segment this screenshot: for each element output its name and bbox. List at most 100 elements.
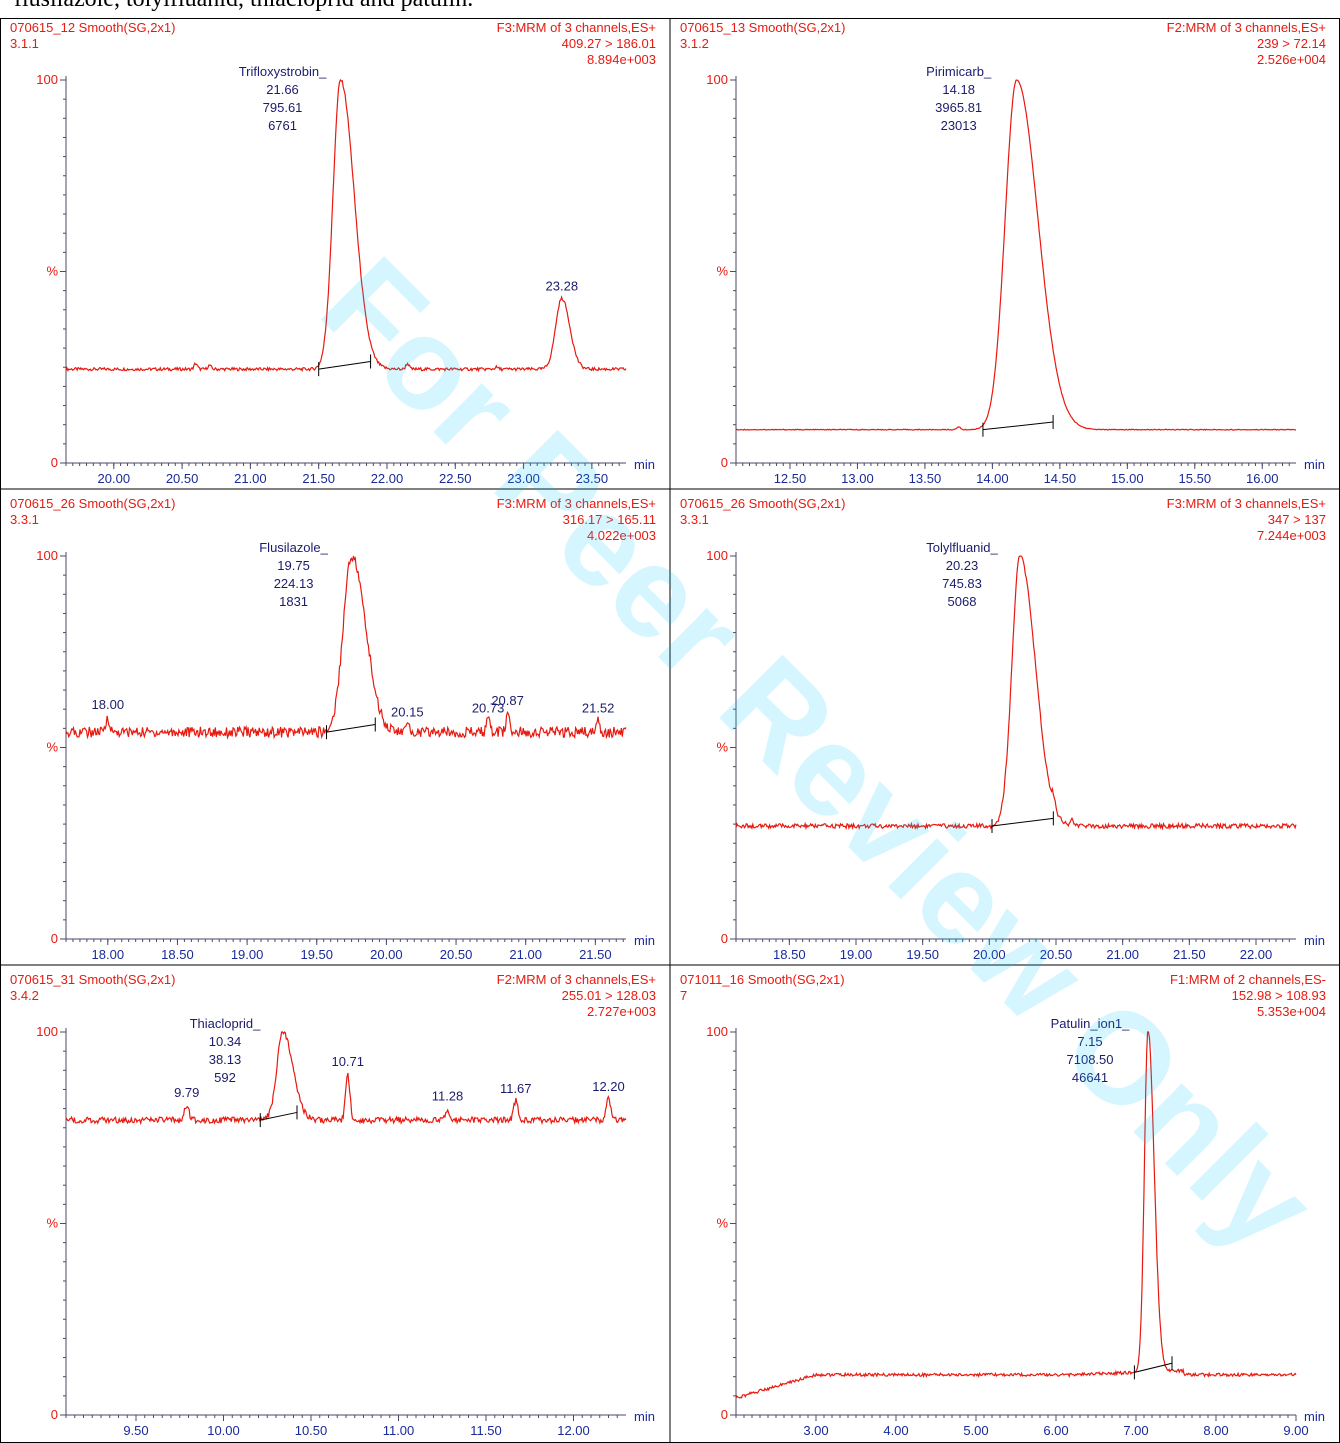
x-unit-label: min [634,1409,655,1424]
channel-id-label: 3.3.1 [680,512,709,527]
chromatogram-figure: 070615_12 Smooth(SG,2x1) 3.1.1 F3:MRM of 3… [0,18,1340,1443]
x-tick-label: 16.00 [1246,471,1279,486]
intensity-label: 8.894e+003 [587,52,656,67]
integration-line [318,361,371,370]
x-unit-label: min [1304,457,1325,472]
peak-label: 21.66 [266,82,299,97]
chromatogram-grid: 070615_12 Smooth(SG,2x1)3.1.1 F3:MRM of 3… [0,18,1340,1443]
x-tick-label: 13.00 [841,471,874,486]
x-tick-label: 19.00 [840,947,873,962]
signal-trace [65,78,627,373]
chromatogram-panel: 070615_13 Smooth(SG,2x1)3.1.2 F2:MRM of 3… [680,20,1326,486]
x-tick-label: 19.00 [231,947,264,962]
peak-rt-label: 12.20 [592,1079,625,1094]
y-tick-label: 100 [706,548,728,563]
peak-label: Pirimicarb_ [926,64,992,79]
peak-rt-label: 21.52 [582,701,615,716]
peak-label: 3965.81 [935,100,982,115]
x-tick-label: 18.50 [161,947,194,962]
x-tick-label: 10.50 [295,1423,328,1438]
y-tick-label: % [46,264,58,279]
peak-label: Flusilazole_ [259,540,328,555]
peak-rt-label: 20.15 [391,705,424,720]
y-tick-label: 100 [706,1024,728,1039]
channel-id-label: 3.1.1 [10,36,39,51]
peak-label: 19.75 [277,558,310,573]
x-tick-label: 3.00 [803,1423,828,1438]
peak-rt-label: 10.71 [331,1054,364,1069]
x-tick-label: 20.50 [166,471,199,486]
peak-label: Thiacloprid_ [190,1016,262,1031]
figure-caption: flusilazole, tolylfluanid, thiacloprid a… [14,0,473,13]
x-unit-label: min [1304,933,1325,948]
peak-label: 20.23 [946,558,979,573]
integration-line [982,421,1054,431]
peak-label: Tolylfluanid_ [926,540,998,555]
y-tick-label: 0 [721,931,728,946]
y-tick-label: 100 [36,72,58,87]
peak-label: 14.18 [942,82,975,97]
channel-id-label: 7 [680,988,687,1003]
y-tick-label: % [46,740,58,755]
x-tick-label: 22.50 [439,471,472,486]
signal-trace [65,1031,627,1126]
integration-line [991,817,1054,827]
x-tick-label: 21.50 [579,947,612,962]
function-label: F3:MRM of 3 channels,ES+ [497,20,656,35]
signal-trace [735,1031,1297,1399]
signal-trace [65,555,627,740]
transition-label: 347 > 137 [1268,512,1326,527]
x-tick-label: 5.00 [963,1423,988,1438]
intensity-label: 5.353e+004 [1257,1004,1326,1019]
transition-label: 152.98 > 108.93 [1232,988,1326,1003]
transition-label: 409.27 > 186.01 [562,36,656,51]
x-tick-label: 13.50 [909,471,942,486]
y-tick-label: 100 [36,548,58,563]
y-tick-label: % [716,1216,728,1231]
peak-label: 592 [214,1070,236,1085]
x-tick-label: 23.00 [507,471,540,486]
transition-label: 255.01 > 128.03 [562,988,656,1003]
chromatogram-panel: 070615_31 Smooth(SG,2x1)3.4.2 F2:MRM of 3… [10,972,656,1438]
x-tick-label: 12.00 [557,1423,590,1438]
peak-rt-label: 23.28 [546,278,579,293]
y-tick-label: 0 [721,455,728,470]
y-tick-label: 0 [51,1407,58,1422]
y-tick-label: % [46,1216,58,1231]
x-tick-label: 21.50 [1173,947,1206,962]
chromatogram-panel: 070615_12 Smooth(SG,2x1)3.1.1 F3:MRM of 3… [10,20,656,486]
x-tick-label: 19.50 [300,947,333,962]
peak-rt-label: 11.28 [432,1089,464,1104]
peak-label: Patulin_ion1_ [1051,1016,1131,1031]
peak-label: 5068 [948,594,977,609]
function-label: F3:MRM of 3 channels,ES+ [497,496,656,511]
y-tick-label: 100 [706,72,728,87]
peak-label: 7108.50 [1067,1052,1114,1067]
signal-trace [735,79,1297,431]
function-label: F2:MRM of 3 channels,ES+ [1167,20,1326,35]
x-tick-label: 18.50 [773,947,806,962]
x-tick-label: 11.00 [383,1423,415,1438]
channel-id-label: 3.4.2 [10,988,39,1003]
peak-label: 745.83 [942,576,982,591]
x-tick-label: 14.50 [1044,471,1077,486]
x-tick-label: 21.00 [234,471,267,486]
x-tick-label: 19.50 [906,947,939,962]
x-tick-label: 6.00 [1043,1423,1068,1438]
sample-label: 070615_13 Smooth(SG,2x1) [680,20,846,35]
integration-line [1134,1362,1173,1373]
x-tick-label: 21.00 [509,947,542,962]
peak-label: 46641 [1072,1070,1108,1085]
x-tick-label: 20.00 [370,947,403,962]
intensity-label: 4.022e+003 [587,528,656,543]
peak-label: 23013 [941,118,977,133]
peak-label: 38.13 [209,1052,242,1067]
x-tick-label: 14.00 [976,471,1009,486]
peak-rt-label: 20.87 [491,693,524,708]
peak-label: Trifloxystrobin_ [239,64,327,79]
x-tick-label: 23.50 [576,471,609,486]
peak-label: 1831 [279,594,308,609]
x-tick-label: 7.00 [1123,1423,1148,1438]
sample-label: 071011_16 Smooth(SG,2x1) [680,972,845,987]
function-label: F3:MRM of 3 channels,ES+ [1167,496,1326,511]
